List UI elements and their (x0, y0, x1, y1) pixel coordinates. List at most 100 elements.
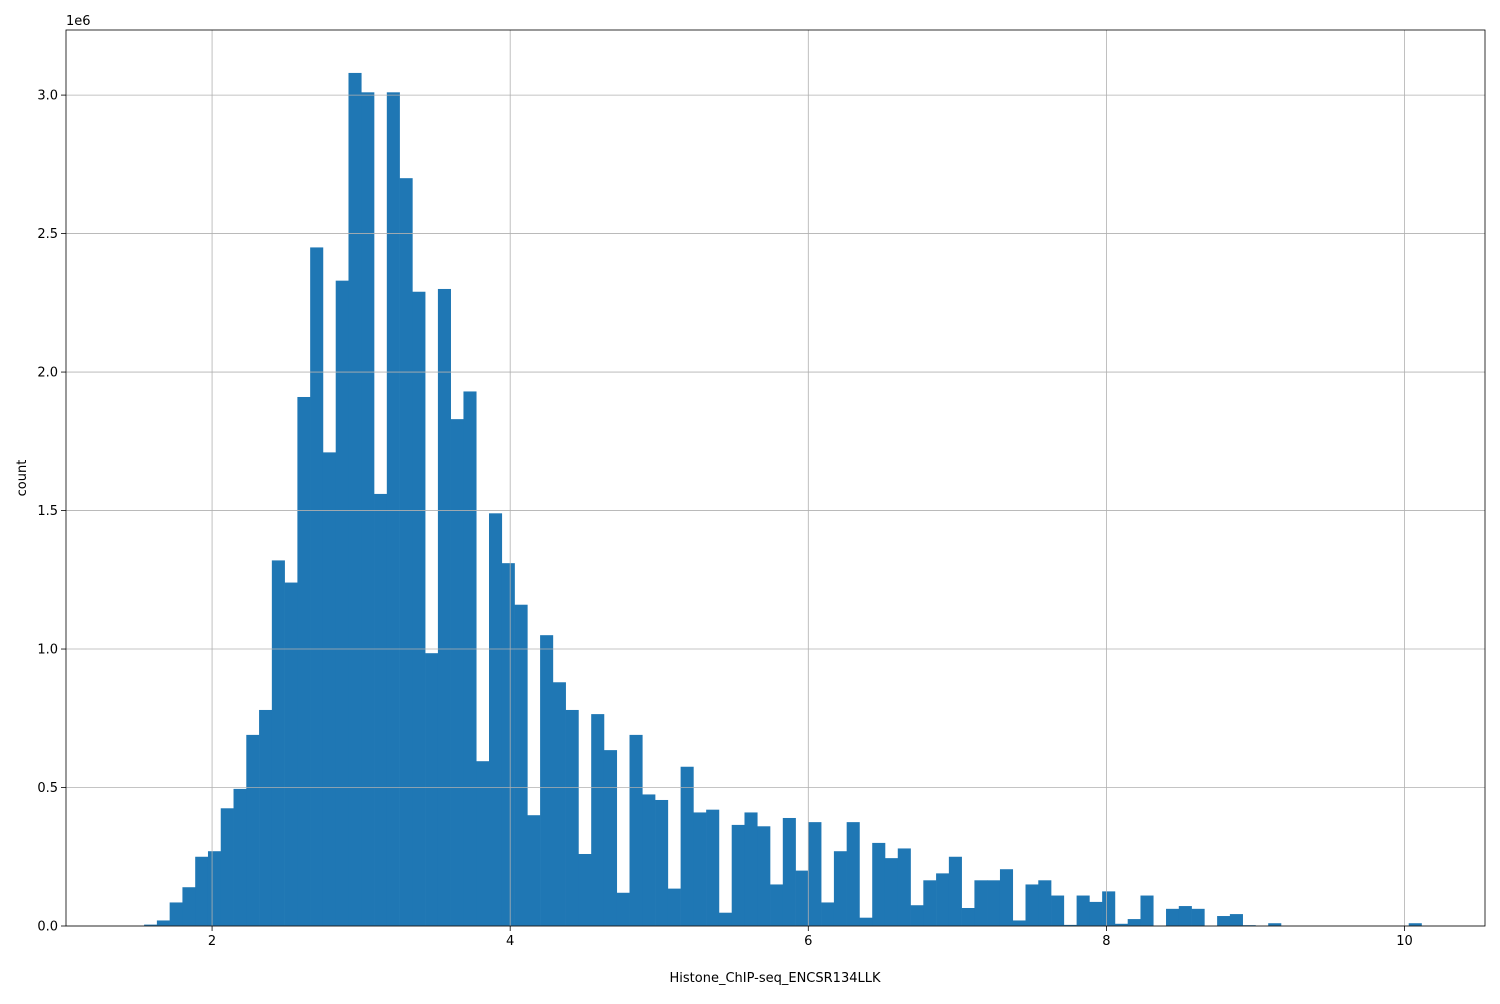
histogram-bar (1408, 923, 1422, 926)
histogram-bar (744, 812, 758, 926)
histogram-bar (527, 815, 541, 926)
histogram-bar (489, 513, 503, 926)
histogram-bar (782, 817, 796, 926)
histogram-bar (144, 924, 158, 926)
histogram-bar (463, 391, 477, 927)
histogram-bar (731, 824, 745, 926)
histogram-bar (770, 884, 784, 926)
histogram-bar (501, 563, 515, 926)
axes-frame (65, 29, 1486, 927)
histogram-bar (374, 493, 388, 926)
histogram-bar (1127, 919, 1141, 926)
histogram-bar (450, 419, 464, 926)
histogram-bar (1114, 923, 1129, 926)
histogram-bar (923, 880, 937, 926)
histogram-bar (706, 809, 720, 926)
histogram-bar (412, 291, 426, 926)
histogram-bar (821, 902, 835, 926)
histogram-bar (1089, 901, 1103, 926)
histogram-bar (169, 902, 183, 926)
y-tick-label: 1.0 (37, 643, 58, 658)
histogram-bar (974, 880, 988, 926)
histogram-bar (476, 761, 490, 926)
histogram-bar (616, 892, 630, 926)
histogram-bar (961, 907, 975, 926)
histogram-bar (1012, 920, 1026, 926)
y-offset-label: 1e6 (66, 14, 91, 29)
histogram-bar (207, 851, 222, 926)
histogram-bar (591, 714, 605, 926)
histogram-bar (999, 869, 1014, 926)
histogram-bar (220, 808, 234, 926)
histogram-bar (310, 247, 324, 927)
x-tick-label: 4 (506, 934, 514, 949)
histogram-bar (987, 880, 1001, 926)
x-axis-label: Histone_ChIP-seq_ENCSR134LLK (670, 971, 881, 986)
histogram-bar (667, 888, 681, 926)
histogram-bar (348, 72, 362, 927)
y-tick-label: 0.5 (37, 781, 58, 796)
histogram-bar (936, 873, 950, 926)
histogram-bar (859, 917, 873, 926)
histogram-bar (1063, 924, 1077, 926)
x-tick-label: 8 (1102, 934, 1110, 949)
histogram-bar (897, 848, 911, 926)
histogram-bar (693, 812, 707, 926)
histogram-bar (246, 734, 260, 926)
histogram-bar (795, 870, 809, 926)
x-tick-label: 2 (208, 934, 216, 949)
histogram-bar (680, 766, 694, 926)
histogram-bar (297, 396, 311, 926)
histogram-bar (872, 842, 886, 926)
histogram-bar (833, 851, 847, 926)
histogram-bar (361, 92, 375, 927)
histogram-bar (1242, 925, 1256, 926)
histogram-bar (1140, 895, 1154, 926)
histogram-bar (271, 560, 285, 926)
histogram-bar (425, 653, 439, 926)
bars-group (144, 72, 1422, 927)
histogram-bar (195, 856, 209, 926)
histogram-bar (1191, 908, 1205, 926)
histogram-bar (540, 635, 554, 926)
histogram-bar (718, 912, 733, 926)
axes-group: 2 4 6 8 10 0.0 0.5 1.0 1.5 2.0 2.5 3.0 (37, 29, 1486, 949)
histogram-bar (578, 853, 592, 926)
histogram-bar (182, 887, 196, 926)
histogram-bar (629, 734, 643, 926)
y-tick-label: 2.5 (37, 227, 58, 242)
histogram-bar (322, 452, 337, 926)
histogram-bar (1229, 914, 1243, 926)
histogram-bar (437, 288, 451, 926)
x-tick-label: 6 (804, 934, 812, 949)
histogram-bar (1038, 880, 1052, 926)
histogram-bar (1166, 908, 1180, 926)
x-tick-label: 10 (1396, 934, 1413, 949)
histogram-bar (335, 280, 349, 926)
histogram-bar (1051, 895, 1065, 926)
histogram-bar (846, 822, 860, 926)
histogram-bar (386, 92, 400, 927)
y-tick-label: 3.0 (37, 89, 58, 104)
y-tick-label: 0.0 (37, 920, 58, 935)
histogram-bar (642, 794, 656, 926)
histogram-bar (1102, 891, 1116, 926)
histogram-bar (284, 582, 298, 926)
histogram-bar (565, 709, 579, 926)
histogram-bar (808, 822, 822, 926)
histogram-bar (1178, 906, 1192, 926)
histogram-bar (156, 920, 170, 926)
histogram-bar (603, 750, 618, 926)
histogram-bar (1217, 916, 1231, 926)
histogram-bar (552, 682, 566, 926)
histogram-bar (884, 858, 899, 926)
histogram-bar (757, 826, 771, 926)
y-tick-label: 2.0 (37, 366, 58, 381)
histogram-bar (514, 604, 528, 926)
y-tick-label: 1.5 (37, 504, 58, 519)
histogram-bar (910, 905, 924, 926)
histogram-bar (655, 799, 669, 926)
histogram-bar (259, 709, 273, 926)
histogram-bar (1025, 884, 1039, 926)
